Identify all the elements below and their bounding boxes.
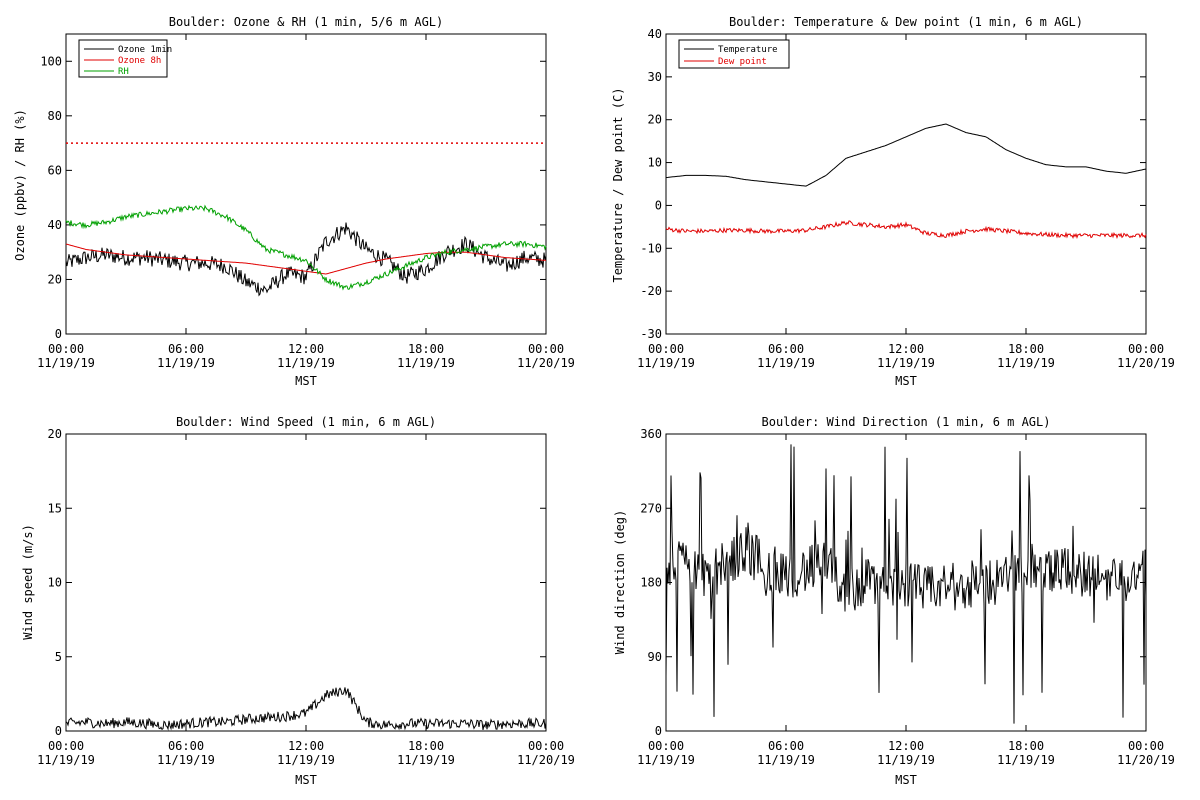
x-tick-label: 18:00 xyxy=(408,739,444,753)
y-tick-label: 0 xyxy=(55,724,62,738)
wind-direction-panel: Boulder: Wind Direction (1 min, 6 m AGL)… xyxy=(613,415,1175,787)
legend: Ozone 1min Ozone 8h RH xyxy=(78,39,172,78)
legend-entry: Ozone 8h xyxy=(118,56,161,66)
legend-entry: Temperature xyxy=(718,45,778,55)
y-tick-label: 0 xyxy=(655,198,662,212)
x-tick-label: 00:00 xyxy=(48,739,84,753)
x-tick-label: 00:00 xyxy=(1128,739,1164,753)
chart-title: Boulder: Wind Direction (1 min, 6 m AGL) xyxy=(762,415,1051,429)
x-tick-label: 11/19/19 xyxy=(637,753,695,767)
x-tick-label: 18:00 xyxy=(1008,739,1044,753)
x-axis-label: MST xyxy=(295,374,317,388)
x-tick-label: 00:00 xyxy=(48,342,84,356)
y-tick-label: 360 xyxy=(640,427,662,441)
series-line-main xyxy=(65,687,547,731)
x-tick-label: 11/19/19 xyxy=(157,753,215,767)
x-tick-label: 00:00 xyxy=(528,739,564,753)
legend-entry: Dew point xyxy=(718,57,767,67)
y-tick-label: 100 xyxy=(40,54,62,68)
plot-frame xyxy=(65,433,547,732)
x-tick-label: 06:00 xyxy=(168,342,204,356)
x-tick-label: 11/19/19 xyxy=(397,753,455,767)
x-tick-label: 11/19/19 xyxy=(997,356,1055,370)
x-tick-label: 11/19/19 xyxy=(37,753,95,767)
x-tick-label: 12:00 xyxy=(288,739,324,753)
x-tick-label: 18:00 xyxy=(408,342,444,356)
y-tick-label: 0 xyxy=(655,724,662,738)
temperature-dewpoint-panel: Boulder: Temperature & Dew point (1 min,… xyxy=(611,15,1175,388)
x-tick-label: 11/20/19 xyxy=(1117,356,1175,370)
x-axis-label: MST xyxy=(895,374,917,388)
series-line-main xyxy=(665,444,1147,724)
y-tick-label: -20 xyxy=(640,284,662,298)
y-axis-label: Wind speed (m/s) xyxy=(21,524,35,640)
y-tick-label: 20 xyxy=(48,272,62,286)
x-tick-label: 06:00 xyxy=(168,739,204,753)
x-axis-label: MST xyxy=(895,773,917,787)
wind-speed-panel: Boulder: Wind Speed (1 min, 6 m AGL) Win… xyxy=(21,415,575,787)
x-tick-label: 11/19/19 xyxy=(757,753,815,767)
x-tick-label: 11/19/19 xyxy=(37,356,95,370)
series-line-ozone-1min xyxy=(65,222,547,297)
x-tick-label: 11/19/19 xyxy=(757,356,815,370)
series-line-dew-point xyxy=(665,220,1147,240)
chart-title: Boulder: Temperature & Dew point (1 min,… xyxy=(729,15,1083,29)
series-line-rh xyxy=(65,204,547,291)
y-tick-label: -30 xyxy=(640,327,662,341)
x-tick-label: 12:00 xyxy=(888,342,924,356)
y-tick-label: 15 xyxy=(48,501,62,515)
x-tick-label: 11/19/19 xyxy=(877,356,935,370)
x-tick-label: 11/19/19 xyxy=(277,753,335,767)
x-tick-label: 11/19/19 xyxy=(157,356,215,370)
x-tick-label: 12:00 xyxy=(288,342,324,356)
x-tick-label: 11/19/19 xyxy=(997,753,1055,767)
x-tick-label: 11/19/19 xyxy=(637,356,695,370)
plot-frame xyxy=(65,33,547,335)
x-tick-label: 11/19/19 xyxy=(277,356,335,370)
x-tick-label: 18:00 xyxy=(1008,342,1044,356)
y-tick-label: 90 xyxy=(648,650,662,664)
y-tick-label: 80 xyxy=(48,109,62,123)
y-tick-label: 5 xyxy=(55,650,62,664)
y-axis-label: Temperature / Dew point (C) xyxy=(611,87,625,282)
plot-frame xyxy=(665,33,1147,335)
x-tick-label: 00:00 xyxy=(648,342,684,356)
x-tick-label: 06:00 xyxy=(768,739,804,753)
chart-title: Boulder: Wind Speed (1 min, 6 m AGL) xyxy=(176,415,436,429)
legend: Temperature Dew point xyxy=(678,39,790,69)
x-tick-label: 11/20/19 xyxy=(517,753,575,767)
x-tick-label: 00:00 xyxy=(648,739,684,753)
series-line-ozone-8h xyxy=(65,243,547,275)
x-tick-label: 11/20/19 xyxy=(517,356,575,370)
x-tick-label: 11/19/19 xyxy=(397,356,455,370)
y-tick-label: 60 xyxy=(48,163,62,177)
chart-title: Boulder: Ozone & RH (1 min, 5/6 m AGL) xyxy=(169,15,444,29)
ozone-rh-panel: Boulder: Ozone & RH (1 min, 5/6 m AGL) O… xyxy=(13,15,575,388)
y-tick-label: 40 xyxy=(648,27,662,41)
x-tick-label: 12:00 xyxy=(888,739,924,753)
legend-entry: Ozone 1min xyxy=(118,45,172,55)
x-tick-label: 00:00 xyxy=(1128,342,1164,356)
y-tick-label: -10 xyxy=(640,241,662,255)
y-tick-label: 30 xyxy=(648,70,662,84)
y-tick-label: 20 xyxy=(648,113,662,127)
x-tick-label: 00:00 xyxy=(528,342,564,356)
x-tick-label: 06:00 xyxy=(768,342,804,356)
y-tick-label: 40 xyxy=(48,218,62,232)
y-tick-label: 180 xyxy=(640,576,662,590)
y-axis-label: Ozone (ppbv) / RH (%) xyxy=(13,109,27,261)
y-tick-label: 10 xyxy=(48,576,62,590)
y-tick-label: 0 xyxy=(55,327,62,341)
y-tick-label: 10 xyxy=(648,156,662,170)
y-tick-label: 20 xyxy=(48,427,62,441)
x-tick-label: 11/19/19 xyxy=(877,753,935,767)
series-line-temperature xyxy=(665,123,1147,187)
x-tick-label: 11/20/19 xyxy=(1117,753,1175,767)
y-axis-label: Wind direction (deg) xyxy=(613,510,627,655)
y-tick-label: 270 xyxy=(640,501,662,515)
legend-box xyxy=(678,39,790,69)
x-axis-label: MST xyxy=(295,773,317,787)
legend-entry: RH xyxy=(118,67,129,77)
